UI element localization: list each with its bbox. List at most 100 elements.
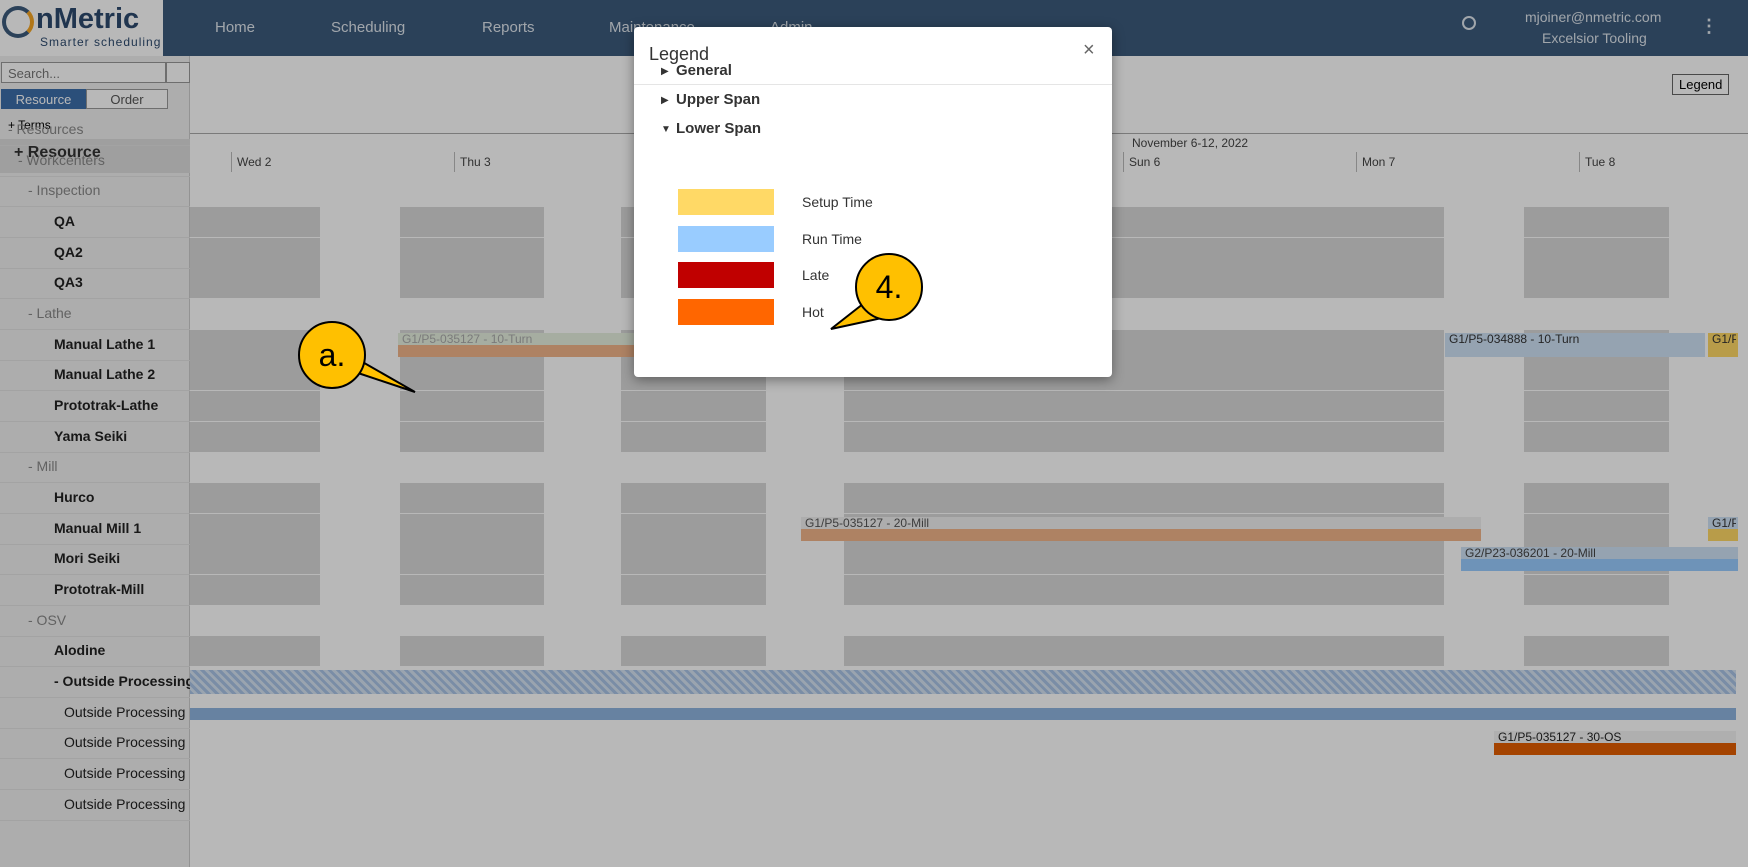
tree-divider bbox=[0, 543, 190, 545]
tree-divider bbox=[0, 482, 190, 484]
tree-item[interactable]: - Mill bbox=[28, 458, 58, 475]
gantt-bar-label[interactable]: G1/P bbox=[1712, 515, 1736, 530]
tree-divider bbox=[0, 451, 190, 453]
non-working-block bbox=[621, 636, 766, 667]
non-working-block bbox=[1524, 513, 1669, 544]
non-working-block bbox=[621, 574, 766, 605]
non-working-block bbox=[844, 482, 1444, 513]
day-line bbox=[1579, 152, 1580, 172]
non-working-block bbox=[400, 636, 544, 667]
week-label: November 6-12, 2022 bbox=[1132, 136, 1249, 150]
gantt-bar-top bbox=[1461, 547, 1738, 560]
section-toggle[interactable]: ▶ bbox=[661, 66, 669, 77]
gantt-bar-top bbox=[1494, 731, 1736, 744]
gantt-bar-label[interactable]: G1/P5-035127 - 30-OS bbox=[1498, 730, 1622, 745]
modal-title: Legend bbox=[649, 44, 710, 64]
non-working-block bbox=[190, 482, 320, 513]
tree-item[interactable]: Manual Lathe 2 bbox=[54, 366, 156, 383]
section-label[interactable]: Lower Span bbox=[676, 120, 762, 137]
tree-item[interactable]: - OSV bbox=[28, 611, 67, 628]
tree-item[interactable]: Prototrak-Mill bbox=[54, 580, 145, 597]
tree-item[interactable]: QA bbox=[54, 212, 75, 229]
tree-item[interactable]: Yama Seiki bbox=[54, 427, 128, 444]
tree-item[interactable]: - Workcenters bbox=[18, 151, 105, 168]
non-working-block bbox=[844, 390, 1444, 421]
tree-item[interactable]: - Lathe bbox=[28, 304, 72, 321]
tree-item[interactable]: Manual Lathe 1 bbox=[54, 335, 156, 352]
tree-divider bbox=[0, 512, 190, 514]
tree-item[interactable]: - Outside Processing bbox=[54, 672, 195, 689]
resource-header bbox=[0, 139, 190, 173]
day-label: Tue 8 bbox=[1585, 155, 1616, 169]
menu-icon[interactable]: ⋮ bbox=[1700, 16, 1718, 36]
non-working-block bbox=[400, 421, 544, 452]
legend-label: Late bbox=[802, 267, 830, 284]
tree-item[interactable]: Manual Mill 1 bbox=[54, 519, 142, 536]
non-working-block bbox=[190, 206, 320, 237]
callout-a-label: a. bbox=[319, 337, 346, 373]
nav-home[interactable]: Home bbox=[215, 19, 256, 36]
section-label[interactable]: Upper Span bbox=[676, 91, 761, 108]
tree-item[interactable]: Outside Processing bbox=[64, 795, 186, 812]
gantt-bar-label[interactable]: G2/P23-036201 - 20-Mill bbox=[1465, 546, 1596, 561]
callout-4-label: 4. bbox=[876, 269, 903, 305]
tab-resource[interactable]: Resource bbox=[1, 89, 86, 109]
tree-divider bbox=[0, 267, 190, 269]
section-toggle[interactable]: ▼ bbox=[661, 124, 671, 135]
gantt-bar bbox=[190, 707, 1736, 720]
non-working-block bbox=[844, 544, 1444, 575]
non-working-block bbox=[1524, 636, 1669, 667]
tree-item[interactable]: - Inspection bbox=[28, 182, 101, 199]
tree-divider bbox=[0, 819, 190, 821]
non-working-block bbox=[190, 268, 320, 299]
gantt-bar-label[interactable]: G1/P5-034888 - 10-Turn bbox=[1449, 331, 1580, 346]
tree-divider bbox=[0, 696, 190, 698]
non-working-block bbox=[190, 237, 320, 268]
tree-item[interactable]: Prototrak-Lathe bbox=[54, 396, 159, 413]
search-input[interactable]: Search... bbox=[1, 62, 166, 83]
tree-divider bbox=[0, 758, 190, 760]
legend-button[interactable]: Legend bbox=[1672, 74, 1730, 95]
tree-divider bbox=[0, 175, 190, 177]
section-label[interactable]: General bbox=[676, 62, 732, 79]
modal-close[interactable]: × bbox=[1083, 39, 1095, 61]
non-working-block bbox=[190, 574, 320, 605]
non-working-block bbox=[1524, 421, 1669, 452]
nav-reports[interactable]: Reports bbox=[482, 19, 535, 36]
tree-item[interactable]: QA3 bbox=[54, 274, 83, 291]
logo-icon bbox=[2, 6, 34, 38]
tree-item[interactable]: Hurco bbox=[54, 488, 95, 505]
tree-item[interactable]: Alodine bbox=[54, 642, 106, 659]
tree-item[interactable]: Outside Processing bbox=[64, 734, 186, 751]
non-working-block bbox=[621, 544, 766, 575]
non-working-block bbox=[621, 421, 766, 452]
gantt-bar-label[interactable]: G1/P5-035127 - 10-Turn bbox=[402, 331, 533, 346]
search-button[interactable] bbox=[166, 62, 190, 83]
tree-divider bbox=[0, 390, 190, 392]
tree-item[interactable]: Mori Seiki bbox=[54, 550, 121, 567]
section-toggle[interactable]: ▶ bbox=[661, 95, 669, 106]
non-working-block bbox=[190, 544, 320, 575]
company: Excelsior Tooling bbox=[1542, 30, 1647, 46]
tree-divider bbox=[0, 666, 190, 668]
legend-label: Hot bbox=[802, 304, 824, 321]
tree-item[interactable]: QA2 bbox=[54, 243, 83, 260]
gantt-bar-label[interactable]: G1/P5-035127 - 20-Mill bbox=[805, 515, 930, 530]
gantt-bar-label[interactable]: G1/P4 bbox=[1712, 331, 1736, 346]
resource-heading: + Resource bbox=[14, 144, 101, 161]
tree-divider bbox=[0, 359, 190, 361]
gantt-bar-top bbox=[1708, 516, 1738, 529]
non-working-block bbox=[190, 360, 320, 391]
tagline: Smarter scheduling bbox=[40, 35, 162, 49]
nav-scheduling[interactable]: Scheduling bbox=[331, 19, 406, 36]
day-label: Thu 3 bbox=[460, 155, 491, 169]
tab-order[interactable]: Order bbox=[86, 89, 168, 109]
tree-item[interactable]: - Resources bbox=[8, 121, 84, 137]
gantt-bar-bottom bbox=[1461, 559, 1738, 572]
terms[interactable]: + Terms bbox=[8, 118, 51, 132]
non-working-block bbox=[190, 390, 320, 421]
search-icon[interactable] bbox=[1462, 16, 1476, 30]
tree-item[interactable]: Outside Processing bbox=[64, 764, 186, 781]
tree-item[interactable]: Outside Processing bbox=[64, 703, 186, 720]
non-working-block bbox=[1524, 206, 1669, 237]
